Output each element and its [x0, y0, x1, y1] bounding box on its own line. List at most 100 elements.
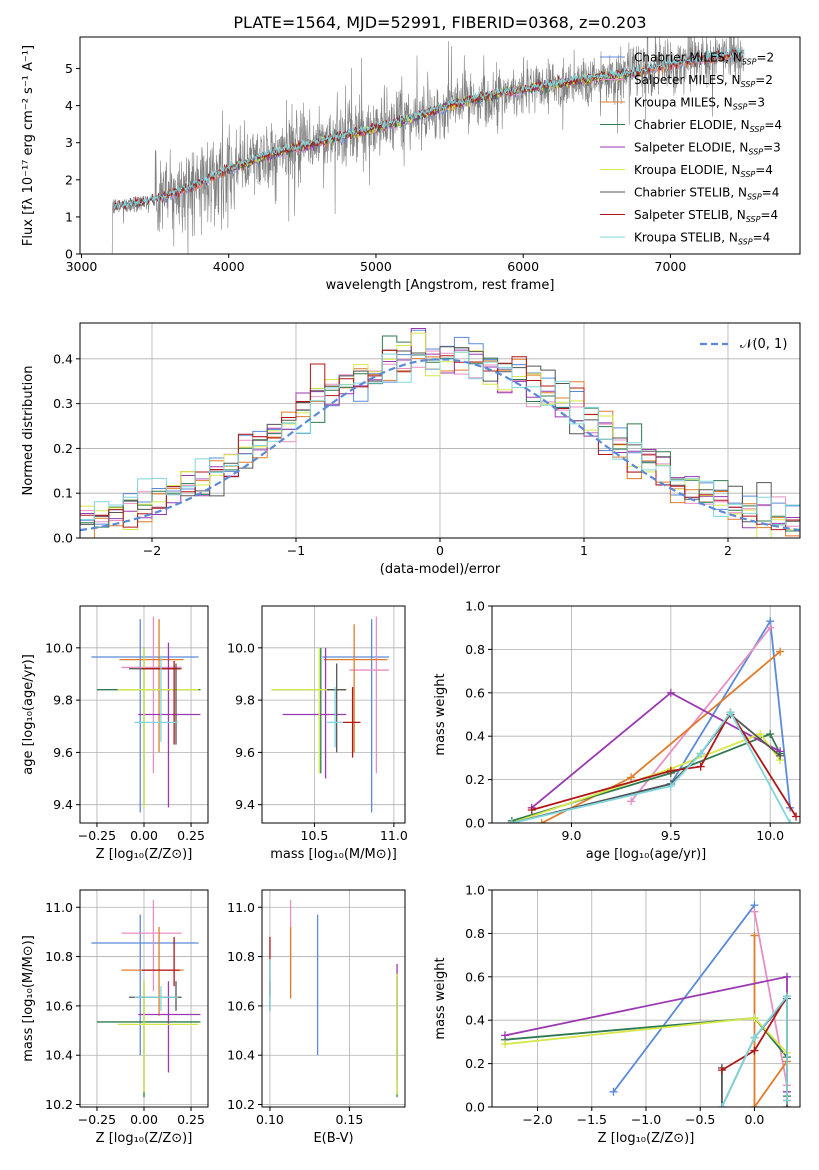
legend-subscript: SSP	[741, 170, 756, 179]
legend-label: 𝒩(0, 1)	[740, 337, 787, 352]
y-tick-label: 4	[65, 98, 73, 113]
legend-label: Chabrier ELODIE, NSSP=4	[634, 118, 782, 134]
x-tick-label: 0.25	[177, 828, 205, 843]
legend-text: Kroupa STELIB, N	[634, 231, 738, 245]
y-tick-label: 0.4	[465, 1013, 485, 1028]
x-tick-label: 10.5	[301, 828, 329, 843]
y-tick-label: 5	[65, 61, 73, 76]
x-tick-label: 6000	[507, 259, 539, 274]
y-tick-label: 0.2	[53, 441, 73, 456]
y-axis-label: age [log₁₀(age/yr)]	[21, 654, 36, 775]
plot-area-mass-vs-Z	[91, 899, 201, 1098]
weight-marker	[696, 762, 705, 771]
y-tick-label: 10.8	[227, 949, 255, 964]
x-axis-label: age [log₁₀(age/yr)]	[586, 847, 707, 862]
y-tick-label: 2	[65, 172, 73, 187]
y-tick-label: 9.4	[53, 797, 73, 812]
weight-marker	[766, 623, 775, 632]
weight-marker	[666, 766, 675, 775]
y-tick-label: 1.0	[465, 883, 485, 898]
x-axis-label: Z [log₁₀(Z/Z⊙)]	[96, 847, 193, 862]
axes-age-vs-mass: 10.5 11.0 9.4 9.6 9.8 10.0 mass [log₁₀(M/M⊙)]	[227, 605, 408, 862]
x-tick-label: 0.10	[256, 1112, 284, 1127]
legend-text: Kroupa MILES, N	[634, 96, 733, 110]
legend-text: =2	[756, 51, 774, 65]
x-tick-label: −1.0	[631, 1112, 661, 1127]
model-spectrum-line	[113, 47, 745, 210]
x-tick-label: 3000	[66, 259, 98, 274]
axes-mass-vs-EBV: 0.10 0.15 10.2 10.4 10.6 10.8 11.0 E(B-V)	[227, 889, 406, 1146]
weight-marker	[792, 812, 800, 821]
y-tick-label: 1.0	[465, 599, 485, 614]
legend-subscript: SSP	[748, 148, 763, 157]
weight-marker	[756, 730, 765, 739]
y-axis-label: Normed distribution	[21, 366, 36, 496]
x-tick-label: 9.5	[661, 828, 681, 843]
y-tick-label: 10.2	[45, 1097, 73, 1112]
legend-text: Salpeter ELODIE, N	[634, 141, 748, 155]
errorbar-point	[117, 647, 199, 808]
legend-subscript: SSP	[738, 238, 753, 247]
legend-subscript: SSP	[747, 193, 762, 202]
y-axis-label: mass [log₁₀(M/M⊙)]	[21, 935, 36, 1062]
errorbar-point	[134, 986, 178, 1011]
axes-weight-vs-Z: −2.0 −1.5 −1.0 −0.5 0.0 0.0 0.2 0.4 0.6 0.8 1.0 Z […	[433, 883, 801, 1146]
errorbar-point	[138, 642, 201, 808]
x-tick-label: 9.0	[562, 828, 582, 843]
legend-text: =4	[760, 208, 778, 222]
x-tick-label: −0.5	[685, 1112, 715, 1127]
errorbar-point	[327, 663, 347, 753]
y-axis-label: mass weight	[433, 957, 448, 1039]
y-tick-label: 0.2	[465, 1056, 485, 1071]
weight-series-line	[630, 627, 771, 802]
axes-weight-vs-age: 9.0 9.5 10.0 0.0 0.2 0.4 0.6 0.8 1.0 age [log₁₀(a…	[433, 599, 801, 862]
errorbar-point	[349, 616, 390, 774]
weight-marker	[750, 1103, 759, 1107]
x-tick-label: 11.0	[380, 828, 408, 843]
errorbar-point	[117, 981, 199, 1093]
x-tick-label: −0.25	[78, 828, 116, 843]
axes-spectrum: 3000 4000 5000 6000 7000 0 1 2 3 4 5 wavelength [An…	[21, 36, 801, 293]
y-tick-label: 10.0	[45, 640, 73, 655]
errorbar-point	[119, 619, 184, 753]
weight-marker	[782, 972, 791, 981]
y-tick-label: 0.2	[465, 772, 485, 787]
x-axis-label: mass [log₁₀(M/M⊙)]	[270, 847, 397, 862]
y-tick-label: 0.1	[53, 486, 73, 501]
legend-label: Salpeter ELODIE, NSSP=3	[634, 141, 781, 157]
y-tick-label: 10.6	[45, 998, 73, 1013]
legend-text: Kroupa ELODIE, N	[634, 163, 741, 177]
x-axis-label: E(B-V)	[313, 1131, 353, 1146]
figure-title: PLATE=1564, MJD=52991, FIBERID=0368, z=0…	[233, 13, 646, 32]
y-tick-label: 10.2	[227, 1097, 255, 1112]
legend-label: Salpeter MILES, NSSP=2	[634, 73, 773, 89]
legend-subscript: SSP	[742, 58, 757, 67]
x-tick-label: 7000	[655, 259, 687, 274]
legend-text: Salpeter MILES, N	[634, 73, 741, 87]
errorbar-point	[327, 687, 344, 748]
y-tick-label: 9.4	[235, 797, 255, 812]
y-tick-label: 0.6	[465, 969, 485, 984]
plot-area-histogram	[80, 328, 800, 538]
errorbar-point	[322, 619, 390, 813]
y-tick-label: 10.8	[45, 949, 73, 964]
x-tick-label: −1.5	[577, 1112, 607, 1127]
legend-label: Kroupa ELODIE, NSSP=4	[634, 163, 773, 179]
legend-text: Salpeter STELIB, N	[634, 208, 746, 222]
axes-frame	[491, 605, 801, 824]
y-tick-label: 0.4	[465, 729, 485, 744]
legend-label: Chabrier STELIB, NSSP=4	[634, 186, 779, 202]
errorbar-point	[91, 914, 199, 1056]
weight-marker	[750, 1046, 759, 1055]
errorbar-point	[142, 936, 180, 987]
plot-area-mass-vs-EBV	[269, 899, 398, 1098]
observed-spectrum-line	[110, 37, 745, 254]
y-axis-label: mass weight	[433, 673, 448, 755]
legend-subscript: SSP	[750, 125, 765, 134]
x-tick-label: 0.0	[745, 1112, 765, 1127]
weight-marker	[726, 708, 735, 717]
weight-marker	[782, 992, 791, 1001]
weight-series-line	[511, 618, 791, 823]
x-axis-label: Z [log₁₀(Z/Z⊙)]	[598, 1131, 695, 1146]
legend-text: Chabrier STELIB, N	[634, 186, 747, 200]
